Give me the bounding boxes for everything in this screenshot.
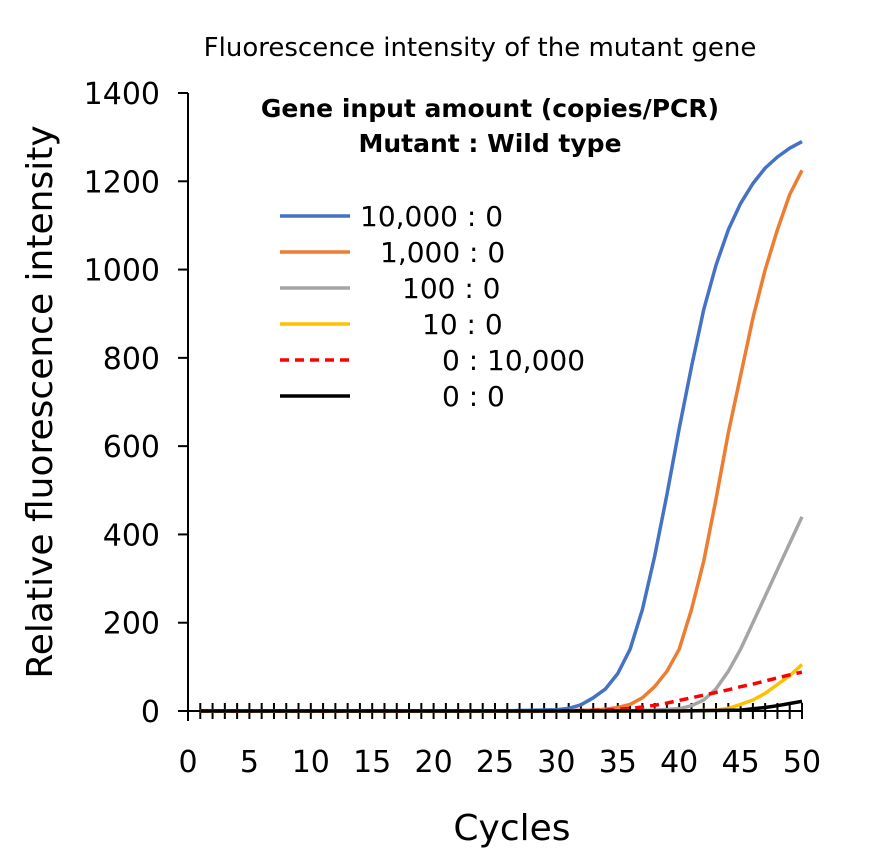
x-axis-title: Cycles xyxy=(453,808,570,849)
legend-label-2: 100 : 0 xyxy=(402,272,501,305)
y-tick-label-3: 600 xyxy=(103,430,160,465)
axes: 0 200 400 600 800 1000 1200 1400 0 5 10 15 20 25 30 35 4… xyxy=(84,77,821,780)
x-tick-label-10: 50 xyxy=(783,745,821,780)
series-line-3 xyxy=(200,663,804,713)
y-axis-title: Relative fluorescence intensity xyxy=(20,125,61,678)
series-lines xyxy=(200,140,804,713)
y-tick-label-4: 800 xyxy=(103,342,160,377)
series-line-5 xyxy=(200,699,803,713)
y-tick-label-2: 400 xyxy=(103,518,160,553)
x-tick-label-5: 25 xyxy=(476,745,514,780)
x-tick-label-4: 20 xyxy=(415,745,453,780)
legend-label-5: 0 : 0 xyxy=(442,380,505,413)
legend-label-1: 1,000 : 0 xyxy=(380,236,505,269)
series-line-2 xyxy=(200,516,804,713)
x-tick-label-1: 5 xyxy=(240,745,259,780)
x-tick-label-8: 40 xyxy=(660,745,698,780)
chart-title: Fluorescence intensity of the mutant gen… xyxy=(204,33,757,63)
legend-label-0: 10,000 : 0 xyxy=(360,200,503,233)
x-tick-label-7: 35 xyxy=(599,745,637,780)
series-line-4 xyxy=(200,670,803,713)
x-tick-label-3: 15 xyxy=(353,745,391,780)
legend-title-line2: Mutant : Wild type xyxy=(358,129,621,158)
y-tick-label-7: 1400 xyxy=(84,77,160,112)
x-tick-label-6: 30 xyxy=(537,745,575,780)
legend: Gene input amount (copies/PCR) Mutant : … xyxy=(261,94,719,413)
y-tick-label-5: 1000 xyxy=(84,254,160,289)
legend-title-line1: Gene input amount (copies/PCR) xyxy=(261,94,719,123)
y-tick-label-0: 0 xyxy=(141,695,160,730)
x-tick-label-0: 0 xyxy=(178,745,197,780)
x-tick-label-9: 45 xyxy=(722,745,760,780)
legend-label-4: 0 : 10,000 xyxy=(442,344,585,377)
y-tick-label-1: 200 xyxy=(103,607,160,642)
x-tick-label-2: 10 xyxy=(292,745,330,780)
legend-label-3: 10 : 0 xyxy=(422,308,503,341)
y-tick-label-6: 1200 xyxy=(84,165,160,200)
